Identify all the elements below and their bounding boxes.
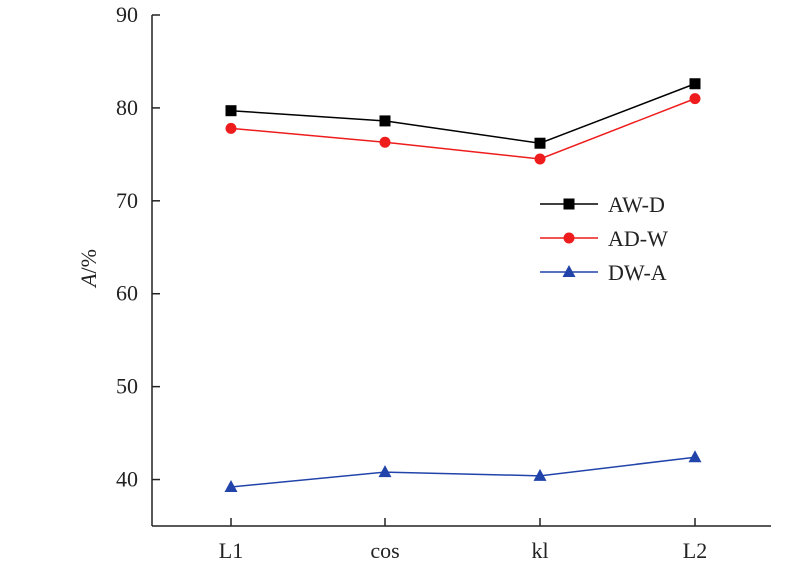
series-layer [224, 78, 702, 492]
legend: AW-D AD-W DW-A [540, 192, 668, 285]
legend-item-dw-a: DW-A [540, 260, 667, 285]
legend-marker [563, 198, 575, 210]
x-tick-label: L2 [683, 538, 707, 563]
data-point-dw-a [533, 468, 547, 481]
y-ticks: 40 50 60 70 80 90 [116, 2, 160, 492]
legend-marker [562, 265, 576, 277]
axes [151, 15, 771, 527]
legend-item-aw-d: AW-D [540, 192, 665, 217]
x-ticks: L1 cos kl L2 [219, 518, 707, 563]
data-point-ad-w [379, 136, 391, 148]
data-point-aw-d [689, 78, 701, 90]
y-tick-label: 50 [116, 374, 138, 399]
series-line-dw-a [230, 456, 696, 488]
legend-label: AD-W [608, 226, 668, 251]
series-line-aw-d [230, 83, 696, 144]
data-point-ad-w [534, 153, 546, 165]
legend-label: DW-A [608, 260, 667, 285]
series-dw-a [224, 450, 702, 492]
series-ad-w [225, 93, 701, 165]
legend-marker [563, 232, 575, 244]
y-tick-label: 80 [116, 95, 138, 120]
data-point-ad-w [689, 93, 701, 105]
legend-item-ad-w: AD-W [540, 226, 668, 251]
data-point-dw-a [378, 465, 392, 478]
data-point-aw-d [534, 137, 546, 149]
data-point-aw-d [225, 105, 237, 117]
x-tick-label: kl [531, 538, 548, 563]
x-tick-label: L1 [219, 538, 243, 563]
data-point-dw-a [688, 450, 702, 463]
data-point-aw-d [379, 115, 391, 127]
y-axis-title: A/% [76, 249, 101, 289]
legend-label: AW-D [608, 192, 665, 217]
x-tick-label: cos [370, 538, 399, 563]
data-point-ad-w [225, 122, 237, 134]
y-tick-label: 70 [116, 188, 138, 213]
y-tick-label: 40 [116, 467, 138, 492]
y-tick-label: 90 [116, 2, 138, 27]
series-line-ad-w [230, 97, 696, 160]
y-tick-label: 60 [116, 281, 138, 306]
data-point-dw-a [224, 479, 238, 492]
series-aw-d [225, 78, 701, 149]
